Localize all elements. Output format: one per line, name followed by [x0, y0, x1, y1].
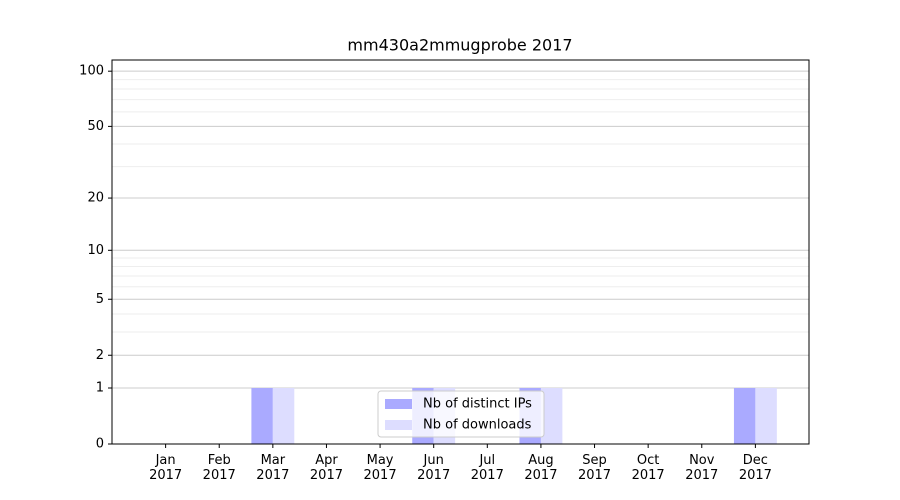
grid [112, 70, 809, 445]
x-tick-label: May 2017 [363, 453, 397, 483]
legend: Nb of distinct IPs Nb of downloads [377, 390, 545, 438]
y-tick-label: 1 [96, 381, 104, 396]
y-tick-label: 20 [87, 191, 104, 206]
bar [251, 388, 273, 444]
y-tick-label: 5 [96, 292, 104, 307]
legend-label: Nb of downloads [423, 418, 532, 433]
x-tick-label: Jun 2017 [417, 453, 451, 483]
y-tick-label: 50 [87, 119, 104, 134]
y-tick-label: 100 [79, 64, 104, 79]
legend-label: Nb of distinct IPs [423, 397, 532, 412]
x-tick-label: Jan 2017 [149, 453, 183, 483]
plot-frame [111, 59, 810, 445]
bar [540, 388, 563, 444]
legend-box [377, 390, 545, 438]
y-tick-label: 10 [87, 243, 104, 258]
x-tick-label: Apr 2017 [309, 453, 343, 483]
y-tick-label: 0 [96, 437, 104, 452]
x-tick-label: Oct 2017 [631, 453, 665, 483]
bar [733, 388, 756, 444]
bar [755, 388, 777, 444]
x-tick-label: Aug 2017 [524, 453, 558, 483]
chart-title: mm430a2mmugprobe 2017 [347, 36, 572, 55]
x-tick-label: Feb 2017 [202, 453, 236, 483]
bar [272, 388, 295, 444]
x-tick-label: Mar 2017 [256, 453, 290, 483]
legend-swatch [385, 420, 412, 430]
x-tick-label: Dec 2017 [738, 453, 772, 483]
y-tick-label: 2 [96, 348, 104, 363]
legend-swatch [385, 399, 412, 409]
x-tick-label: Jul 2017 [470, 453, 504, 483]
x-tick-label: Sep 2017 [577, 453, 612, 483]
x-tick-label: Nov 2017 [685, 453, 719, 483]
